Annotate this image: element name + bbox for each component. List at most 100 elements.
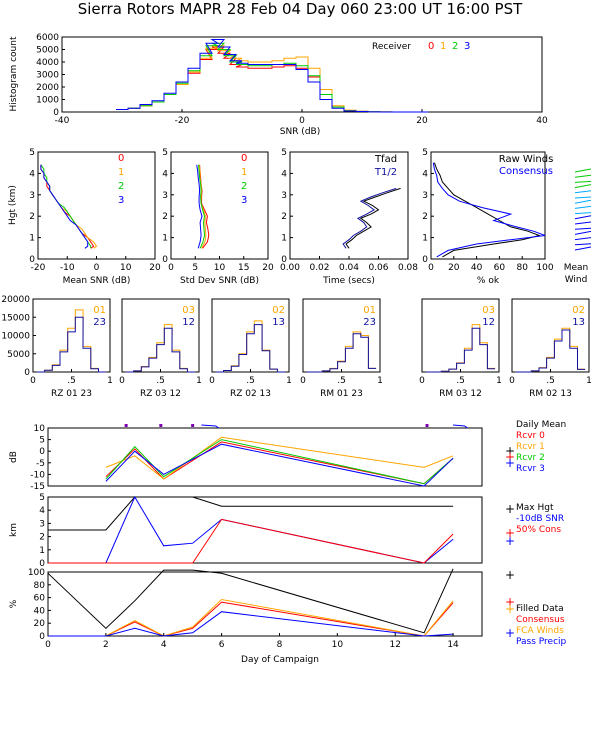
daily-mean-ylabel: dB xyxy=(9,451,19,463)
filled-data-x-tick-label: 14 xyxy=(447,640,459,650)
daily-mean-y-tick-label: -15 xyxy=(30,482,45,492)
filled-data-series-PassPrecip xyxy=(48,611,454,637)
percent-ok-x-tick-label: 80 xyxy=(516,263,528,273)
filled-data-plus: + xyxy=(505,602,515,616)
std-dev-snr-y-tick-label: 2 xyxy=(162,212,168,222)
std-dev-snr-x-tick-label: 10 xyxy=(214,263,226,273)
daily-mean-marker xyxy=(159,424,163,427)
histogram-y-tick-label: 3000 xyxy=(36,71,59,81)
daily-mean-legend: Daily Mean xyxy=(516,420,566,430)
daily-mean-marker xyxy=(201,424,219,429)
pair-series-b xyxy=(36,316,107,373)
mean-snr-legend-3: 3 xyxy=(118,195,124,206)
histogram-y-tick-label: 6000 xyxy=(36,33,59,43)
wind-barb xyxy=(574,190,592,194)
daily-mean-y-tick-label: -5 xyxy=(36,459,45,469)
wind-barb xyxy=(574,205,592,209)
pair-label-a: 03 xyxy=(482,305,495,316)
max-height-plus: + xyxy=(505,534,515,548)
time-scales-series-T1/2 xyxy=(342,187,397,249)
time-scales-legend-tfad: Tfad xyxy=(374,154,397,165)
wind-barb xyxy=(574,243,592,246)
percent-ok-x-tick-label: 20 xyxy=(448,263,460,273)
pair-y-tick-label: 15000 xyxy=(1,313,30,323)
wind-barb xyxy=(574,227,592,230)
filled-data-plus: + xyxy=(505,626,515,640)
histogram-x-tick-label: 20 xyxy=(416,116,428,126)
pair-label-b: 23 xyxy=(363,317,376,328)
histogram-legend-3: 3 xyxy=(464,41,470,52)
daily-mean-legend: Rcvr 0 xyxy=(516,431,545,441)
pair-x-tick-label: 0 xyxy=(209,376,215,386)
pair-xlabel: RM 03 12 xyxy=(439,389,482,399)
pair-label-a: 03 xyxy=(182,305,195,316)
std-dev-snr-y-tick-label: 3 xyxy=(162,191,168,201)
filled-data-y-tick-label: 40 xyxy=(34,606,46,616)
filled-data-x-tick-label: 4 xyxy=(161,640,167,650)
pair-x-tick-label: .5 xyxy=(456,376,465,386)
max-height-y-tick-label: 2 xyxy=(39,533,45,543)
time-scales-y-tick-label: 2 xyxy=(281,212,287,222)
pair-xlabel: RM 02 13 xyxy=(529,389,572,399)
filled-data-plus: + xyxy=(505,595,515,609)
histogram-legend-1: 1 xyxy=(440,41,446,52)
pair-series-a xyxy=(515,327,586,373)
pair-label-b: 23 xyxy=(93,317,106,328)
pair-x-tick-label: .5 xyxy=(246,376,255,386)
wind-barb xyxy=(574,215,592,220)
wind-barb xyxy=(574,246,592,251)
pair-label-a: 01 xyxy=(363,305,376,316)
max-height-frame xyxy=(47,496,483,564)
max-height-series-MaxHgt xyxy=(48,496,454,531)
pair-series-b xyxy=(306,333,377,373)
max-height-legend: -10dB SNR xyxy=(516,514,564,524)
histogram-y-tick-label: 2000 xyxy=(36,83,59,93)
max-height-series-50Cons xyxy=(48,518,454,564)
mean-snr-series-3 xyxy=(40,164,89,249)
mean-snr-y-tick-label: 1 xyxy=(29,234,35,244)
wind-barb xyxy=(574,199,592,204)
mean-snr-x-tick-label: 10 xyxy=(120,263,132,273)
std-dev-snr-x-tick-label: 15 xyxy=(238,263,249,273)
histogram-legend-0: 0 xyxy=(428,41,434,52)
histogram-legend-2: 2 xyxy=(452,41,458,52)
pair-y-tick-label: 20000 xyxy=(1,295,30,305)
wind-barb xyxy=(574,168,592,173)
mean-snr-y-tick-label: 0 xyxy=(29,255,35,265)
daily-mean-series-Rcvr2 xyxy=(105,439,454,485)
pair-label-b: 13 xyxy=(572,317,585,328)
daily-mean-plus: + xyxy=(505,450,515,464)
filled-data-x-tick-label: 8 xyxy=(277,640,283,650)
histogram-y-tick-label: 4000 xyxy=(36,58,59,68)
pair-series-a xyxy=(425,324,496,373)
histogram-ylabel: Histogram count xyxy=(9,36,19,111)
time-scales-y-tick-label: 3 xyxy=(281,191,287,201)
mean-snr-legend-0: 0 xyxy=(118,153,124,164)
histogram-x-tick-label: 0 xyxy=(299,116,305,126)
filled-data-legend: Consensus xyxy=(516,615,565,625)
daily-mean-marker xyxy=(453,424,468,429)
daily-mean-series-Rcvr0 xyxy=(105,441,454,485)
mean-snr-y-tick-label: 5 xyxy=(29,148,35,158)
wind-barb xyxy=(574,237,592,241)
time-scales-legend-thalf: T1/2 xyxy=(374,167,397,178)
daily-mean-frame xyxy=(47,427,483,487)
mean-snr-legend-1: 1 xyxy=(118,167,124,178)
daily-mean-marker xyxy=(191,424,195,427)
histogram-series-2 xyxy=(116,42,428,113)
filled-data-y-tick-label: 80 xyxy=(34,581,46,591)
daily-mean-y-tick-label: 10 xyxy=(34,424,46,434)
std-dev-snr-series-2 xyxy=(198,164,206,249)
std-dev-snr-legend-3: 3 xyxy=(241,195,247,206)
percent-ok-y-tick-label: 1 xyxy=(422,234,428,244)
time-scales-y-tick-label: 1 xyxy=(281,234,287,244)
percent-ok-xlabel: % ok xyxy=(477,276,500,286)
pair-x-tick-label: 1 xyxy=(586,376,592,386)
time-scales-x-tick-label: 0.08 xyxy=(398,263,418,273)
filled-data-legend: Pass Precip xyxy=(516,637,567,647)
filled-data-legend: Filled Data xyxy=(516,604,564,614)
std-dev-snr-x-tick-label: 0 xyxy=(168,263,174,273)
daily-mean-legend: Rcvr 2 xyxy=(516,453,545,463)
daily-mean-plus: + xyxy=(505,456,515,470)
